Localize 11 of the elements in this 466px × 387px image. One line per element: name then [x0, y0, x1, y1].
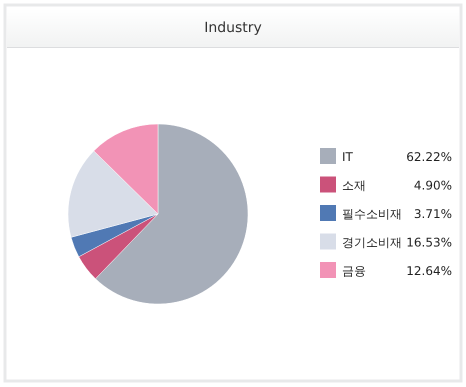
- data-label: 3.71%: [414, 207, 452, 221]
- chart-title: Industry: [204, 20, 262, 36]
- legend-label: 경기소비재: [342, 236, 402, 250]
- legend-label: 금융: [342, 264, 366, 278]
- legend-label: IT: [342, 150, 354, 164]
- data-label: 16.53%: [406, 236, 452, 250]
- legend-label: 소재: [342, 178, 366, 192]
- legend-label: 필수소비재: [342, 207, 402, 221]
- data-label: 12.64%: [406, 264, 452, 278]
- data-label: 4.90%: [414, 178, 452, 192]
- data-label: 62.22%: [406, 150, 452, 164]
